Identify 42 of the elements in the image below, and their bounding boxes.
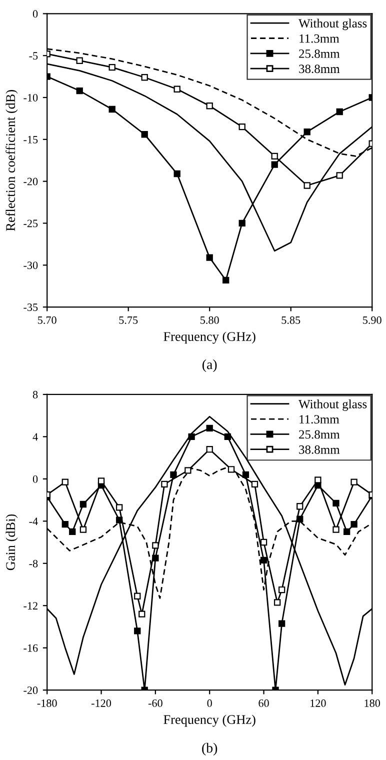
legend-label: 38.8mm (299, 445, 340, 454)
legend-label: Without glass (298, 400, 367, 411)
x-axis-title: Frequency (GHz) (164, 714, 256, 727)
y-tick-label: -5 (29, 52, 38, 60)
y-tick-label: -30 (24, 262, 38, 270)
x-tick-label: 180 (364, 699, 380, 707)
legend-label: 38.8mm (299, 64, 340, 74)
x-tick-label: 0 (207, 699, 212, 707)
x-tick-label: 5.70 (38, 316, 56, 324)
y-tick-label: 8 (32, 390, 38, 398)
y-axis-title: Gain (dBi) (6, 514, 18, 570)
y-tick-label: 0 (32, 10, 38, 18)
y-tick-label: 0 (32, 475, 38, 483)
y-tick-label: -25 (24, 220, 38, 228)
legend-label: Without glass (298, 18, 367, 30)
x-tick-label: 5.80 (200, 316, 219, 324)
y-tick-label: -10 (24, 94, 38, 102)
y-tick-label: -16 (24, 644, 38, 652)
y-tick-label: -4 (29, 518, 38, 525)
x-tick-label: 120 (310, 699, 326, 707)
legend-label: 11.3mm (300, 415, 340, 424)
y-tick-label: -35 (24, 304, 38, 312)
y-tick-label: -15 (24, 136, 38, 144)
x-axis-title: Frequency (GHz) (164, 332, 256, 344)
legend-label: 25.8mm (299, 430, 340, 439)
legend-label: 11.3mm (300, 34, 340, 43)
legend-label: 25.8mm (299, 49, 340, 58)
y-tick-label: 4 (32, 433, 38, 441)
x-tick-label: 5.90 (363, 316, 382, 324)
y-tick-label: -20 (24, 178, 38, 186)
y-tick-label: -12 (24, 602, 38, 610)
x-tick-label: -60 (148, 699, 162, 707)
y-axis-title: Reflection coefficient (dB) (6, 90, 18, 231)
text: (a) (202, 359, 217, 372)
y-tick-label: -20 (24, 686, 38, 694)
x-tick-label: 5.85 (282, 316, 300, 324)
y-tick-label: -8 (29, 560, 38, 568)
x-tick-label: 60 (258, 699, 269, 707)
x-tick-label: -120 (91, 699, 112, 707)
x-tick-label: -180 (37, 699, 57, 707)
text: (b) (202, 742, 218, 756)
x-tick-label: 5.75 (119, 316, 138, 324)
